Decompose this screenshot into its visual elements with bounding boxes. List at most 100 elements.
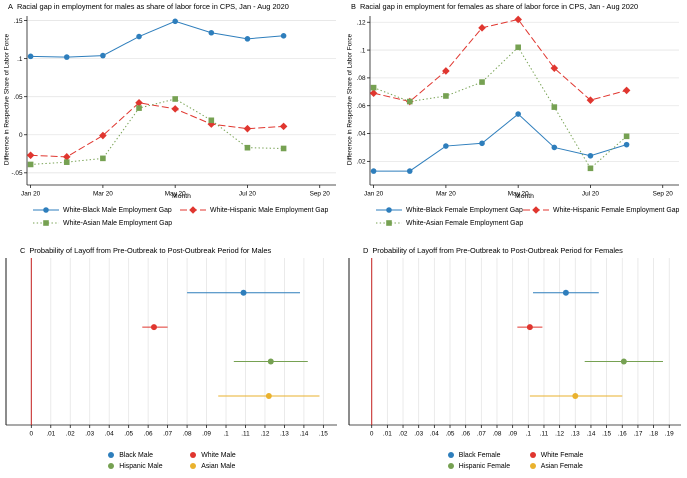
legend-label: Asian Female	[540, 462, 583, 470]
diamond-marker-icon	[514, 15, 522, 24]
circle-marker-icon	[244, 36, 251, 42]
legend-marker-icon	[529, 463, 536, 469]
panel-c-letter: C	[20, 246, 26, 255]
series-line	[30, 98, 284, 165]
circle-marker-icon	[100, 52, 106, 59]
square-marker-icon	[443, 93, 449, 99]
diamond-marker-icon	[135, 98, 143, 107]
diamond-marker-icon	[99, 131, 107, 140]
legend-dot	[108, 463, 115, 469]
y-tick-label: .12	[357, 19, 366, 26]
y-tick-label: -.05	[11, 170, 22, 177]
panel-a: A Racial gap in employment for males as s…	[0, 0, 343, 240]
x-tick-label: .03	[414, 431, 423, 438]
square-marker-icon	[623, 133, 630, 140]
legend-marker-icon	[447, 452, 454, 458]
x-tick-label: Sep 20	[310, 191, 331, 198]
diamond-marker-icon	[478, 24, 486, 32]
x-tick-label: .1	[526, 431, 532, 438]
legend-label: White-Asian Male Employment Gap	[63, 219, 173, 227]
legend-label: White-Black Male Employment Gap	[63, 206, 172, 214]
x-tick-label: .05	[124, 431, 133, 438]
circle-marker-icon	[172, 18, 178, 25]
x-tick-label: .14	[587, 431, 596, 438]
series-line	[373, 46, 627, 170]
diamond-marker-icon	[279, 122, 288, 131]
panel-d: D Probability of Layoff from Pre-Outbreak…	[343, 240, 687, 478]
panel-a-plot: -.05 0 .05 .1 .15 Jan 20 Mar 20 May 20 Jul 20 Sep…	[11, 16, 336, 198]
panel-c: C Probability of Layoff from Pre-Outbreak…	[0, 240, 343, 478]
x-tick-label: Mar 20	[93, 191, 113, 198]
point-estimate-marker	[620, 358, 627, 365]
diamond-marker-icon	[189, 206, 197, 214]
diamond-marker-icon	[62, 153, 71, 161]
legend-label: Asian Male	[201, 462, 236, 470]
panel-b: B Racial gap in employment for females as…	[343, 0, 687, 240]
y-tick-label: .02	[357, 159, 366, 166]
legend-dot	[447, 452, 454, 458]
x-tick-label: Jul 20	[582, 191, 599, 198]
y-tick-label: .1	[17, 56, 23, 63]
x-tick-label: .15	[602, 431, 611, 438]
x-tick-label: 0	[370, 431, 374, 438]
legend-marker-icon	[33, 220, 59, 226]
circle-marker-icon	[551, 144, 558, 151]
legend-item: White-Hispanic Female Employment Gap	[523, 205, 679, 215]
y-tick-label: .08	[357, 75, 366, 82]
legend-item: Asian Male	[189, 462, 235, 470]
legend-dot	[529, 463, 536, 469]
x-tick-label: .18	[649, 431, 658, 438]
circle-marker-icon	[515, 111, 521, 117]
legend-marker-icon	[529, 452, 536, 458]
legend-marker-icon	[447, 463, 454, 469]
legend-marker-icon	[33, 207, 59, 213]
diamond-marker-icon	[369, 89, 378, 97]
circle-marker-icon	[406, 168, 413, 174]
panel-b-x-axis-label: Month	[515, 193, 534, 200]
square-marker-icon	[370, 84, 377, 91]
legend-item: White-Black Male Employment Gap	[33, 205, 180, 215]
circle-marker-icon	[386, 207, 392, 213]
legend-dot	[108, 452, 115, 458]
legend-item: Hispanic Male	[107, 462, 189, 470]
x-tick-label: .04	[105, 431, 114, 438]
panel-c-title-text: Probability of Layoff from Pre-Outbreak …	[29, 246, 272, 255]
square-marker-icon	[63, 159, 70, 165]
legend-label: Hispanic Female	[458, 462, 511, 470]
x-tick-label: Sep 20	[653, 191, 674, 198]
square-marker-icon	[244, 144, 251, 151]
x-tick-label: .07	[163, 431, 172, 438]
legend-marker-icon	[108, 463, 115, 469]
legend-label: Black Male	[119, 451, 153, 459]
circle-marker-icon	[623, 141, 630, 148]
circle-marker-icon	[27, 53, 34, 60]
panel-c-title: C Probability of Layoff from Pre-Outbreak…	[20, 246, 271, 255]
square-marker-icon	[515, 44, 521, 51]
panel-a-legend: White-Black Male Employment Gap White-His…	[33, 205, 328, 228]
panel-d-plot: 0 .01 .02 .03 .04 .05 .06 .07 .08 .09 .1 .11 .12 .13.…	[348, 258, 681, 438]
point-estimate-marker	[150, 324, 157, 331]
legend-marker-icon	[190, 463, 197, 469]
x-tick-label: .02	[66, 431, 75, 438]
x-tick-label: .04	[430, 431, 439, 438]
x-tick-label: .06	[461, 431, 470, 438]
square-marker-icon	[27, 161, 34, 168]
legend-item: Black Female	[447, 451, 529, 459]
x-tick-label: .09	[202, 431, 211, 438]
point-estimate-marker	[572, 392, 579, 399]
legend-marker-icon	[523, 206, 549, 214]
legend-label: White-Hispanic Male Employment Gap	[210, 206, 329, 214]
y-tick-label: .05	[14, 94, 23, 101]
x-tick-label: .03	[85, 431, 94, 438]
series-line	[30, 102, 284, 158]
x-tick-label: .11	[540, 431, 549, 438]
x-tick-label: .08	[493, 431, 502, 438]
y-tick-label: .04	[357, 131, 366, 138]
circle-marker-icon	[63, 54, 70, 60]
circle-marker-icon	[587, 152, 594, 159]
circle-marker-icon	[43, 207, 49, 213]
panel-c-plot: 0 .01 .02 .03 .04 .05 .06 .07 .08 .09 .1 .11 .12 .13.…	[5, 258, 337, 438]
x-tick-label: .11	[241, 431, 250, 438]
legend-item: White Female	[529, 451, 583, 459]
x-tick-label: .06	[144, 431, 153, 438]
